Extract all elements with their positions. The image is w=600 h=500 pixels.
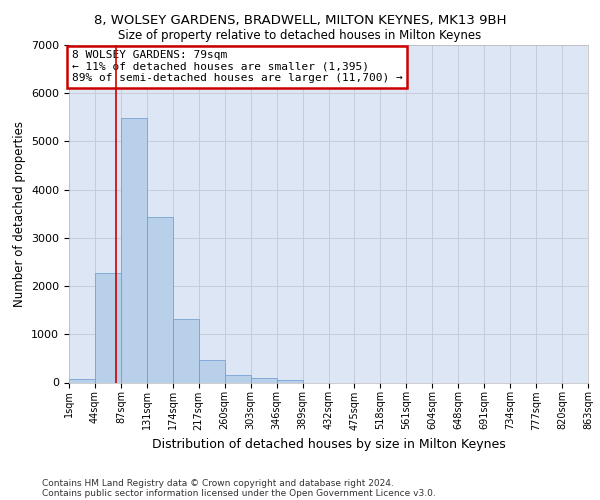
Bar (277, 380, 302, 382)
Bar (95, 273, 121, 382)
Text: Contains public sector information licensed under the Open Government Licence v3: Contains public sector information licen… (42, 488, 436, 498)
Bar (199, 360, 224, 382)
X-axis label: Distribution of detached houses by size in Milton Keynes: Distribution of detached houses by size … (152, 438, 505, 451)
Text: 8 WOLSEY GARDENS: 79sqm
← 11% of detached houses are smaller (1,395)
89% of semi: 8 WOLSEY GARDENS: 79sqm ← 11% of detache… (71, 50, 403, 84)
Text: Size of property relative to detached houses in Milton Keynes: Size of property relative to detached ho… (118, 29, 482, 42)
Bar (251, 378, 277, 382)
Bar (69, 378, 95, 382)
Text: Contains HM Land Registry data © Crown copyright and database right 2024.: Contains HM Land Registry data © Crown c… (42, 478, 394, 488)
Bar (173, 320, 199, 382)
Bar (121, 118, 147, 382)
Bar (147, 216, 173, 382)
Text: 8, WOLSEY GARDENS, BRADWELL, MILTON KEYNES, MK13 9BH: 8, WOLSEY GARDENS, BRADWELL, MILTON KEYN… (94, 14, 506, 27)
Bar (224, 375, 251, 382)
Y-axis label: Number of detached properties: Number of detached properties (13, 120, 26, 306)
